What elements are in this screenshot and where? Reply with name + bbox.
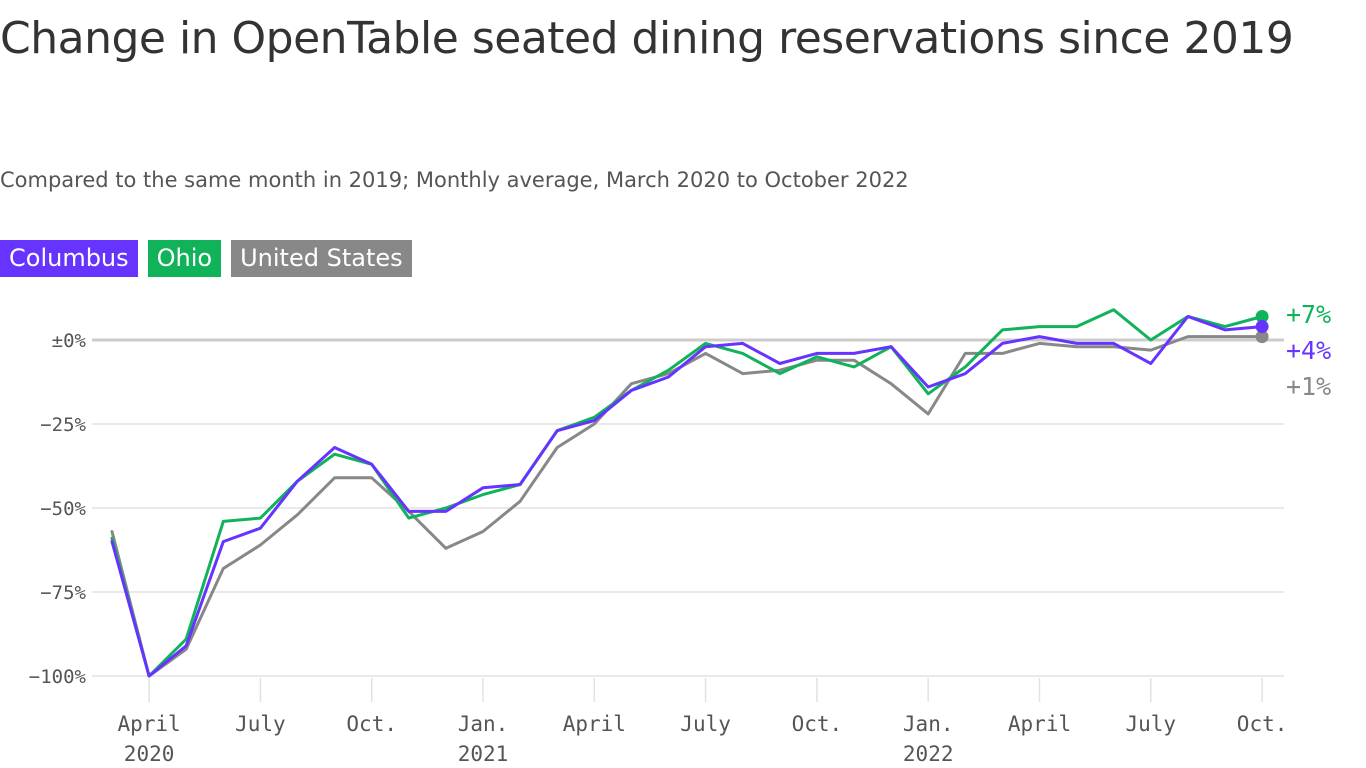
x-tick-label: July bbox=[235, 712, 286, 736]
y-tick-label: −75% bbox=[40, 582, 86, 604]
chart-subtitle: Compared to the same month in 2019; Mont… bbox=[0, 168, 909, 192]
end-label-us: +1% bbox=[1286, 372, 1331, 401]
legend: Columbus Ohio United States bbox=[0, 240, 412, 277]
x-tick-label: April bbox=[563, 712, 626, 736]
x-tick-label: Oct. bbox=[1237, 712, 1288, 736]
end-dot-us bbox=[1255, 330, 1269, 344]
series-line-us bbox=[110, 335, 1264, 678]
end-label-ohio: +7% bbox=[1286, 300, 1331, 329]
x-tick-year-label: 2020 bbox=[124, 742, 175, 766]
x-tick-label: April bbox=[1008, 712, 1071, 736]
x-tick-label: Jan. bbox=[903, 712, 954, 736]
x-tick-label: Oct. bbox=[792, 712, 843, 736]
x-tick-label: July bbox=[1126, 712, 1177, 736]
x-tick-label: Oct. bbox=[346, 712, 397, 736]
end-dot-columbus bbox=[1255, 320, 1269, 334]
legend-item-ohio: Ohio bbox=[147, 240, 222, 277]
legend-item-columbus: Columbus bbox=[0, 240, 138, 277]
chart-title: Change in OpenTable seated dining reserv… bbox=[0, 13, 1294, 64]
y-tick-label: −100% bbox=[29, 666, 87, 688]
end-label-columbus: +4% bbox=[1286, 336, 1331, 365]
y-tick-label: ±0% bbox=[52, 330, 87, 352]
x-tick-year-label: 2021 bbox=[458, 742, 509, 766]
end-dot-ohio bbox=[1255, 309, 1269, 323]
y-tick-label: −25% bbox=[40, 414, 86, 436]
x-tick-label: Jan. bbox=[458, 712, 509, 736]
y-tick-label: −50% bbox=[40, 498, 86, 520]
x-tick-label: July bbox=[680, 712, 731, 736]
series-line-columbus bbox=[110, 315, 1264, 678]
x-tick-label: April bbox=[117, 712, 180, 736]
legend-item-united-states: United States bbox=[231, 240, 412, 277]
x-tick-year-label: 2022 bbox=[903, 742, 954, 766]
